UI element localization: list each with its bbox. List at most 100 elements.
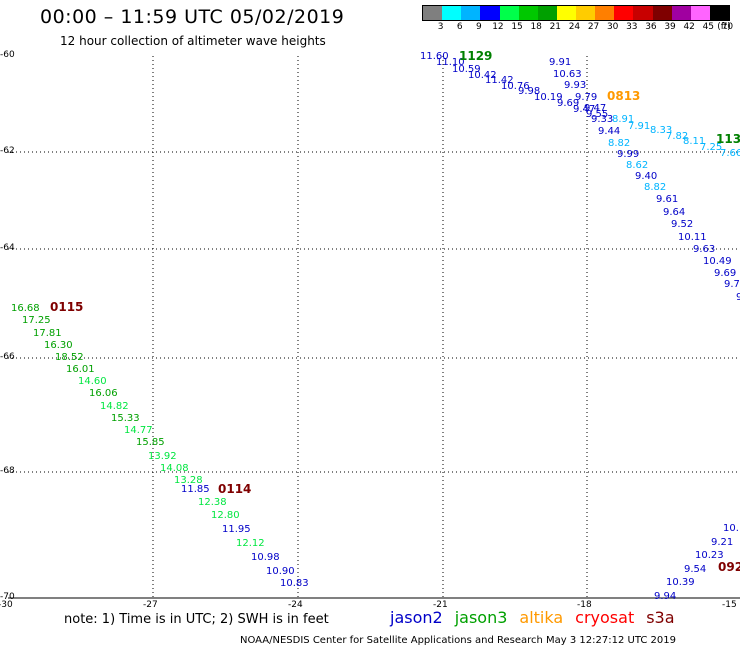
color-scale-label: 6 — [456, 22, 463, 32]
wave-height-value: 8.91 — [612, 114, 635, 125]
wave-height-value: 14.60 — [78, 376, 107, 387]
wave-height-value: 9 — [736, 292, 740, 303]
legend-item-jason2: jason2 — [390, 608, 443, 627]
wave-height-value: 10.42 — [468, 70, 497, 81]
wave-height-value: 9.69 — [714, 268, 737, 279]
color-scale-label: 36 — [645, 22, 657, 32]
color-scale-bar — [422, 5, 730, 21]
wave-height-value: 10.90 — [266, 566, 295, 577]
wave-height-value: 13.28 — [174, 475, 203, 486]
color-scale-label: 33 — [626, 22, 638, 32]
longitude-label: -24 — [288, 600, 303, 610]
wave-height-value: 9.98 — [518, 86, 541, 97]
wave-height-value: 16.68 — [11, 303, 40, 314]
latitude-label: -60 — [0, 50, 15, 60]
color-scale-label: 21 — [549, 22, 562, 32]
wave-height-value: 11.10 — [436, 57, 465, 68]
wave-height-value: 10.98 — [251, 552, 280, 563]
wave-height-value: 7.25 — [700, 142, 723, 153]
color-scale-label: 70 — [721, 22, 734, 32]
longitude-label: -27 — [143, 600, 158, 610]
wave-height-value: 10.23 — [695, 550, 724, 561]
satellite-legend: jason2 jason3 altika cryosat s3a — [390, 608, 687, 627]
wave-height-value: 9.7 — [724, 279, 740, 290]
color-swatch — [423, 6, 443, 20]
wave-height-value: 9.52 — [671, 219, 694, 230]
wave-height-value: 10. — [723, 523, 739, 534]
wave-height-value: 9.99 — [617, 149, 640, 160]
color-swatch — [595, 6, 615, 20]
map-plot: -60 -62 -64 -66 -68 -70-30 -27 -24 -21 -18 -15 11.6… — [0, 49, 740, 610]
color-swatch — [442, 6, 462, 20]
wave-height-value: 17.81 — [33, 328, 62, 339]
wave-height-value: 10.19 — [534, 92, 563, 103]
wave-height-value: 14.08 — [160, 463, 189, 474]
wave-height-value: 9.33 — [591, 114, 614, 125]
wave-height-value: 14.77 — [124, 425, 153, 436]
wave-height-value: 8.82 — [644, 182, 667, 193]
color-scale-label: 24 — [568, 22, 581, 32]
wave-height-value: 16.30 — [44, 340, 73, 351]
wave-height-value: 9.54 — [684, 564, 707, 575]
wave-height-value: 11.85 — [181, 484, 210, 495]
color-scale-label: (ft) — [717, 22, 731, 32]
wave-height-value: 16.01 — [66, 364, 95, 375]
wave-height-value: 9.55 — [586, 109, 609, 120]
color-swatch — [537, 6, 557, 20]
wave-height-value: 9.94 — [654, 591, 677, 602]
color-swatch — [633, 6, 653, 20]
color-swatch — [556, 6, 576, 20]
color-scale-label: 15 — [511, 22, 523, 32]
wave-height-value: 8.11 — [683, 136, 706, 147]
color-swatch — [499, 6, 519, 20]
wave-height-value: 9.91 — [549, 57, 572, 68]
color-swatch — [709, 6, 729, 20]
wave-height-value: 9.44 — [598, 126, 621, 137]
longitude-label: -30 — [0, 600, 13, 610]
wave-height-value: 12.12 — [236, 538, 265, 549]
wave-height-value: 9.47 — [584, 103, 607, 114]
longitude-label: -15 — [722, 600, 737, 610]
wave-height-value: 10.83 — [280, 578, 309, 589]
color-swatch — [480, 6, 500, 20]
color-scale-label: 12 — [492, 22, 504, 32]
wave-height-value: 9.64 — [663, 207, 686, 218]
color-swatch — [671, 6, 691, 20]
latitude-label: -66 — [0, 352, 15, 362]
wave-height-value: 9.79 — [575, 92, 598, 103]
color-scale-label: 18 — [530, 22, 542, 32]
latitude-label: -68 — [0, 466, 15, 476]
wave-height-value: 10.59 — [452, 64, 481, 75]
pass-time-tag: 092 — [718, 560, 740, 574]
color-scale-label: 42 — [683, 22, 695, 32]
pass-time-tag: 1129 — [459, 49, 493, 63]
wave-height-value: 9.63 — [693, 244, 716, 255]
color-swatch — [518, 6, 538, 20]
color-swatch — [576, 6, 596, 20]
latitude-label: -70 — [0, 592, 15, 602]
longitude-label: -21 — [433, 600, 448, 610]
wave-height-value: 9.40 — [635, 171, 658, 182]
legend-item-s3a: s3a — [646, 608, 675, 627]
wave-height-value: 8.82 — [608, 138, 631, 149]
wave-height-value: 17.25 — [22, 315, 51, 326]
color-scale-label: 9 — [475, 22, 482, 32]
wave-height-value: 12.80 — [211, 510, 240, 521]
color-scale-label: 39 — [664, 22, 676, 32]
wave-height-value: 16.06 — [89, 388, 118, 399]
wave-height-value: 18.52 — [55, 352, 84, 363]
wave-height-value: 10.63 — [553, 69, 582, 80]
wave-height-value: 7.82 — [666, 131, 689, 142]
latitude-label: -64 — [0, 243, 15, 253]
wave-height-value: 15.85 — [136, 437, 165, 448]
legend-item-cryosat: cryosat — [575, 608, 635, 627]
graticule — [8, 56, 740, 599]
wave-height-value: 13.92 — [148, 451, 177, 462]
wave-height-value: 9.61 — [656, 194, 679, 205]
wave-height-value: 11.95 — [222, 524, 251, 535]
color-scale-label: 45 — [702, 22, 715, 32]
wave-height-value: 12.38 — [198, 497, 227, 508]
wave-height-value: 11.42 — [485, 75, 514, 86]
wave-height-value: 8.33 — [650, 125, 673, 136]
legend-item-altika: altika — [519, 608, 564, 627]
